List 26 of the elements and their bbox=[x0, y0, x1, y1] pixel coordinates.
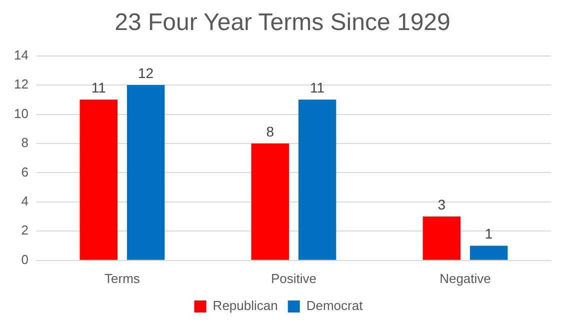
legend-label: Republican bbox=[212, 298, 278, 314]
bar bbox=[126, 85, 165, 260]
x-tick-label: Positive bbox=[270, 270, 316, 286]
y-tick-label: 4 bbox=[21, 194, 28, 209]
x-tick-label: Terms bbox=[104, 270, 140, 286]
y-tick-label: 12 bbox=[14, 76, 28, 92]
bar bbox=[422, 216, 461, 260]
data-label: 1 bbox=[484, 226, 493, 242]
y-tick-label: 14 bbox=[14, 47, 28, 62]
y-tick-label: 6 bbox=[21, 164, 28, 180]
data-label: 8 bbox=[266, 123, 274, 140]
chart-title: 23 Four Year Terms Since 1929 bbox=[114, 8, 452, 38]
y-tick-label: 2 bbox=[21, 222, 28, 238]
bar bbox=[80, 100, 118, 260]
y-tick-label: 10 bbox=[14, 106, 28, 121]
data-label: 3 bbox=[438, 196, 446, 212]
data-label: 11 bbox=[310, 80, 325, 96]
bar bbox=[298, 100, 336, 260]
legend-label: Democrat bbox=[306, 298, 364, 314]
data-label: 12 bbox=[138, 64, 154, 81]
y-tick-label: 8 bbox=[21, 135, 28, 150]
x-tick-label: Negative bbox=[440, 270, 491, 286]
y-tick-label: 0 bbox=[21, 252, 28, 267]
bar bbox=[470, 246, 508, 260]
bar bbox=[251, 143, 290, 260]
data-label: 11 bbox=[91, 80, 106, 96]
